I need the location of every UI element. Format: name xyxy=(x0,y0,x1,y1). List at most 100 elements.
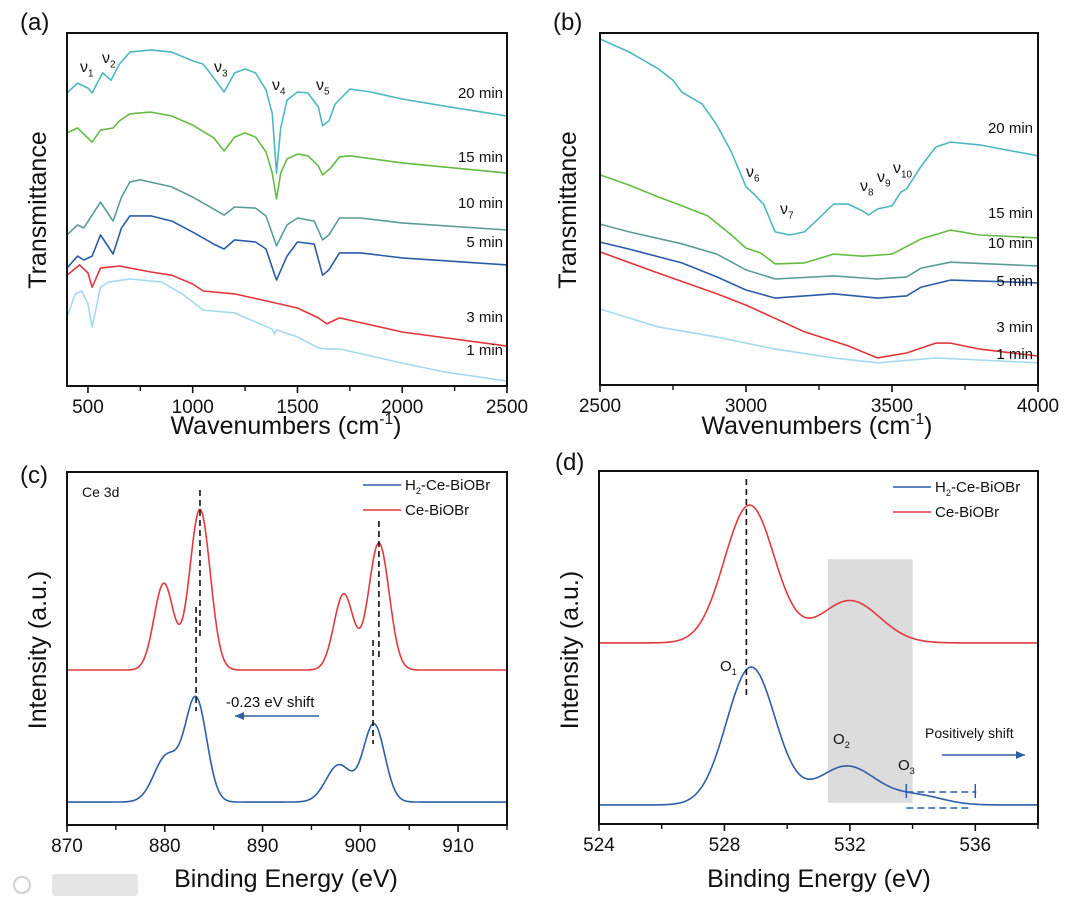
y-axis-title: Transmittance xyxy=(24,131,52,288)
band-label-part: 3 xyxy=(222,68,228,79)
shift-label: -0.23 eV shift xyxy=(226,694,315,711)
band-label: ν2 xyxy=(102,50,116,70)
x-tick-label: 2000 xyxy=(381,397,423,418)
band-label-part: ν xyxy=(877,169,885,186)
band-label-part: 4 xyxy=(280,86,286,97)
series-line-2 xyxy=(66,179,508,247)
panel-d-xps-o1s: (d) 524 528 532 536 Binding Energy (eV) Intens… xyxy=(555,449,1039,893)
x-axis-title: Wavenumbers (cm-1) xyxy=(171,411,402,440)
series-line-0 xyxy=(66,49,508,174)
series-line-1 xyxy=(66,111,508,200)
x-axis-title: Binding Energy (eV) xyxy=(174,865,398,893)
series-line-3 xyxy=(599,241,1039,299)
legend-label-part: H xyxy=(935,479,946,496)
band-label: ν4 xyxy=(272,77,286,97)
peak-label: O3 xyxy=(898,757,915,776)
y-axis-title: Transmittance xyxy=(554,131,582,288)
band-label: ν6 xyxy=(746,164,760,184)
x-axis-title-part: Wavenumbers (cm xyxy=(702,412,911,440)
watermark xyxy=(13,874,138,896)
band-label-part: 10 xyxy=(901,169,913,180)
band-label-part: ν xyxy=(860,178,868,195)
highlight-region xyxy=(827,559,913,803)
series-line-1 xyxy=(66,508,508,671)
x-tick-label: 1000 xyxy=(172,397,214,418)
band-label: ν7 xyxy=(780,201,794,221)
band-label-part: 9 xyxy=(885,178,891,189)
series-label: 1 min xyxy=(466,342,503,359)
band-label-part: ν xyxy=(780,201,788,218)
x-tick-label: 910 xyxy=(442,836,474,857)
watermark-logo-icon xyxy=(13,876,31,894)
legend-label-part: -Ce-BiOBr xyxy=(421,477,490,494)
band-label-part: 7 xyxy=(788,210,794,221)
x-axis-title: Binding Energy (eV) xyxy=(707,865,931,893)
x-axis-title-part: -1 xyxy=(910,411,924,428)
x-tick-label: 532 xyxy=(834,835,866,856)
x-axis-title-part: Binding Energy (eV) xyxy=(707,865,931,893)
legend-label: H2-Ce-BiOBr xyxy=(935,479,1020,498)
x-tick-label: 524 xyxy=(583,835,615,856)
band-label-part: ν xyxy=(316,77,324,94)
series-line-5 xyxy=(599,308,1039,364)
series-line-4 xyxy=(66,264,508,347)
x-axis-title-part: ) xyxy=(924,412,932,440)
band-label-part: 8 xyxy=(868,187,874,198)
band-label-part: 1 xyxy=(88,68,94,79)
legend-label: Ce-BiOBr xyxy=(405,502,469,519)
band-label-part: 5 xyxy=(324,86,330,97)
y-axis-title: Intensity (a.u.) xyxy=(556,571,584,729)
peak-label: O1 xyxy=(720,658,737,677)
series-label: 1 min xyxy=(996,346,1033,363)
x-tick-label: 870 xyxy=(51,836,83,857)
plot-frame xyxy=(66,471,508,826)
series-line-2 xyxy=(599,223,1039,280)
series-label: 5 min xyxy=(466,234,503,251)
x-tick-label: 2500 xyxy=(579,396,621,417)
shift-arrow-head xyxy=(1016,751,1025,759)
panel-label: (b) xyxy=(553,9,582,36)
band-label-part: ν xyxy=(80,59,88,76)
panel-c-xps-ce3d: (c) 870 880 890 900 910 Binding Energy (eV) Int… xyxy=(20,462,508,893)
x-axis-title-part: -1 xyxy=(379,411,393,428)
x-tick-label: 500 xyxy=(72,397,104,418)
series-line-3 xyxy=(66,215,508,281)
series-line-0 xyxy=(599,38,1039,236)
series-line-5 xyxy=(66,278,508,382)
band-label-part: ν xyxy=(272,77,280,94)
series-label: 15 min xyxy=(458,149,503,166)
panel-label: (a) xyxy=(20,9,49,36)
band-label: ν3 xyxy=(214,59,228,79)
series-line-1 xyxy=(598,504,1039,644)
band-label: ν1 xyxy=(80,59,94,79)
inset-label: Ce 3d xyxy=(82,484,119,500)
x-tick-label: 2500 xyxy=(486,397,528,418)
series-label: 3 min xyxy=(466,309,503,326)
band-label-part: ν xyxy=(746,164,754,181)
peak-label-part: 3 xyxy=(910,766,915,776)
plot-frame xyxy=(599,32,1039,386)
legend-label: H2-Ce-BiOBr xyxy=(405,477,490,496)
peak-label-part: O xyxy=(720,658,732,675)
x-tick-label: 3000 xyxy=(725,396,767,417)
legend-label-part: 2 xyxy=(416,486,421,496)
legend-label-part: 2 xyxy=(946,488,951,498)
band-label-part: 6 xyxy=(754,173,760,184)
peak-label-part: 1 xyxy=(732,667,737,677)
band-label-part: 2 xyxy=(110,59,116,70)
panel-label: (c) xyxy=(20,462,48,489)
panel-label: (d) xyxy=(555,449,584,476)
x-tick-label: 528 xyxy=(709,835,741,856)
band-label: ν8 xyxy=(860,178,874,198)
watermark-text-mark xyxy=(52,874,138,896)
series-label: 20 min xyxy=(988,120,1033,137)
series-line-4 xyxy=(599,251,1039,359)
peak-label: O2 xyxy=(833,731,850,750)
series-label: 5 min xyxy=(996,273,1033,290)
band-label-part: ν xyxy=(102,50,110,67)
x-axis-title-part: ) xyxy=(393,412,401,440)
plot-frame xyxy=(66,32,508,387)
x-axis-title-part: Wavenumbers (cm xyxy=(171,412,380,440)
